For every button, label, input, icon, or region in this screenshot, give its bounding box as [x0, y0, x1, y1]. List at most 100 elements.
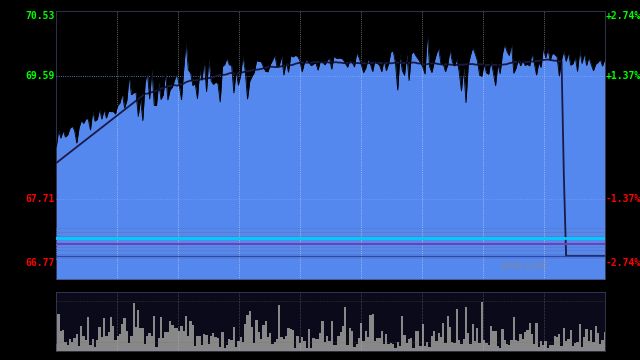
- Bar: [239, 337, 242, 351]
- Bar: [504, 340, 506, 351]
- Bar: [333, 345, 335, 351]
- Bar: [399, 346, 401, 351]
- Bar: [574, 343, 577, 351]
- Bar: [465, 307, 467, 351]
- Bar: [451, 342, 454, 351]
- Bar: [328, 341, 331, 351]
- Bar: [264, 321, 267, 351]
- Bar: [148, 333, 151, 351]
- Bar: [67, 345, 69, 351]
- Bar: [99, 327, 100, 351]
- Bar: [567, 338, 570, 351]
- Bar: [146, 336, 148, 351]
- Bar: [131, 336, 132, 351]
- Bar: [542, 345, 545, 351]
- Bar: [119, 334, 121, 351]
- Bar: [444, 343, 447, 351]
- Bar: [201, 345, 203, 351]
- Bar: [353, 347, 356, 351]
- Bar: [378, 338, 381, 351]
- Bar: [490, 327, 492, 351]
- Bar: [58, 314, 60, 351]
- Bar: [458, 340, 460, 351]
- Bar: [151, 336, 153, 351]
- Bar: [144, 344, 146, 351]
- Bar: [337, 336, 340, 351]
- Bar: [267, 337, 269, 351]
- Bar: [292, 330, 294, 351]
- Bar: [137, 310, 140, 351]
- Bar: [385, 334, 387, 351]
- Bar: [495, 331, 497, 351]
- Text: 69.59: 69.59: [26, 71, 55, 81]
- Bar: [62, 330, 64, 351]
- Bar: [561, 346, 563, 351]
- Bar: [424, 346, 426, 351]
- Bar: [90, 345, 92, 351]
- Bar: [438, 333, 440, 351]
- Bar: [194, 346, 196, 351]
- Bar: [403, 335, 406, 351]
- Bar: [570, 330, 572, 351]
- Bar: [599, 344, 602, 351]
- Bar: [217, 338, 219, 351]
- Bar: [115, 340, 116, 351]
- Bar: [394, 348, 397, 351]
- Text: -2.74%: -2.74%: [606, 258, 640, 267]
- Bar: [401, 316, 403, 351]
- Bar: [383, 344, 385, 351]
- Bar: [428, 347, 431, 351]
- Bar: [392, 345, 394, 351]
- Bar: [84, 340, 87, 351]
- Bar: [96, 340, 99, 351]
- Bar: [410, 338, 413, 351]
- Bar: [317, 339, 319, 351]
- Bar: [508, 345, 510, 351]
- Bar: [157, 338, 160, 351]
- Bar: [235, 347, 237, 351]
- Bar: [321, 321, 324, 351]
- Bar: [540, 341, 542, 351]
- Bar: [324, 342, 326, 351]
- Bar: [296, 336, 299, 351]
- Bar: [390, 343, 392, 351]
- Bar: [556, 337, 558, 351]
- Bar: [248, 311, 251, 351]
- Bar: [577, 342, 579, 351]
- Bar: [372, 314, 374, 351]
- Bar: [289, 329, 292, 351]
- Bar: [319, 333, 321, 351]
- Bar: [476, 328, 479, 351]
- Bar: [481, 301, 483, 351]
- Bar: [92, 339, 94, 351]
- Bar: [269, 333, 271, 351]
- Bar: [260, 339, 262, 351]
- Bar: [280, 337, 283, 351]
- Bar: [310, 348, 312, 351]
- Bar: [501, 329, 504, 351]
- Bar: [169, 321, 172, 351]
- Bar: [112, 326, 115, 351]
- Bar: [205, 335, 207, 351]
- Bar: [156, 347, 157, 351]
- Bar: [203, 334, 205, 351]
- Bar: [164, 332, 166, 351]
- Bar: [581, 347, 583, 351]
- Bar: [433, 331, 435, 351]
- Bar: [294, 348, 296, 351]
- Bar: [226, 345, 228, 351]
- Bar: [303, 341, 305, 351]
- Bar: [449, 327, 451, 351]
- Bar: [485, 343, 488, 351]
- Bar: [497, 346, 499, 351]
- Bar: [479, 343, 481, 351]
- Bar: [230, 340, 233, 351]
- Bar: [78, 346, 80, 351]
- Bar: [551, 345, 554, 351]
- Bar: [83, 337, 84, 351]
- Bar: [182, 331, 185, 351]
- Bar: [55, 344, 58, 351]
- Bar: [276, 339, 278, 351]
- Bar: [579, 324, 581, 351]
- Bar: [592, 342, 595, 351]
